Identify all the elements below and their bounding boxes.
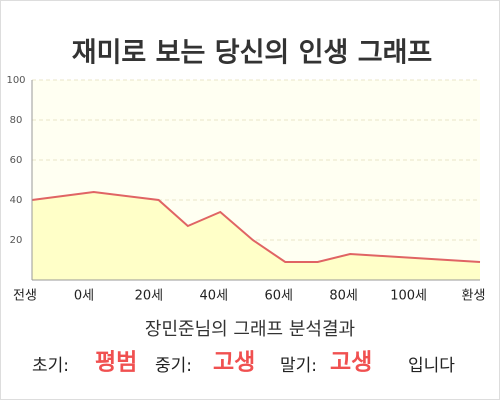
x-tick-label: 60세 [264, 289, 293, 304]
y-tick-label: 60 [10, 155, 23, 166]
phase-label: 중기: [155, 356, 192, 376]
x-tick-label: 40세 [200, 289, 229, 304]
phase-value: 고생 [213, 350, 255, 376]
y-tick-label: 40 [10, 195, 23, 206]
phase-value: 고생 [330, 350, 372, 376]
x-tick-label: 80세 [329, 289, 358, 304]
x-tick-label: 0세 [74, 289, 94, 304]
area [32, 192, 480, 280]
y-tick-label: 20 [10, 235, 23, 246]
x-tick-label: 전생 [13, 289, 37, 304]
summary-heading: 장민준님의 그래프 분석결과 [145, 319, 355, 340]
phase-value: 평범 [95, 350, 137, 376]
line [31, 190, 481, 263]
x-tick-label: 환생 [462, 289, 486, 304]
x-tick-label: 20세 [135, 289, 164, 304]
phase-label: 말기: [280, 356, 317, 376]
x-tick-label: 100세 [390, 289, 427, 304]
summary-ending: 입니다 [408, 356, 455, 376]
phase-label: 초기: [32, 356, 69, 376]
y-tick-label: 100 [6, 75, 25, 86]
y-tick-label: 80 [10, 115, 23, 126]
chart-title: 재미로 보는 당신의 인생 그래프 [72, 38, 433, 69]
